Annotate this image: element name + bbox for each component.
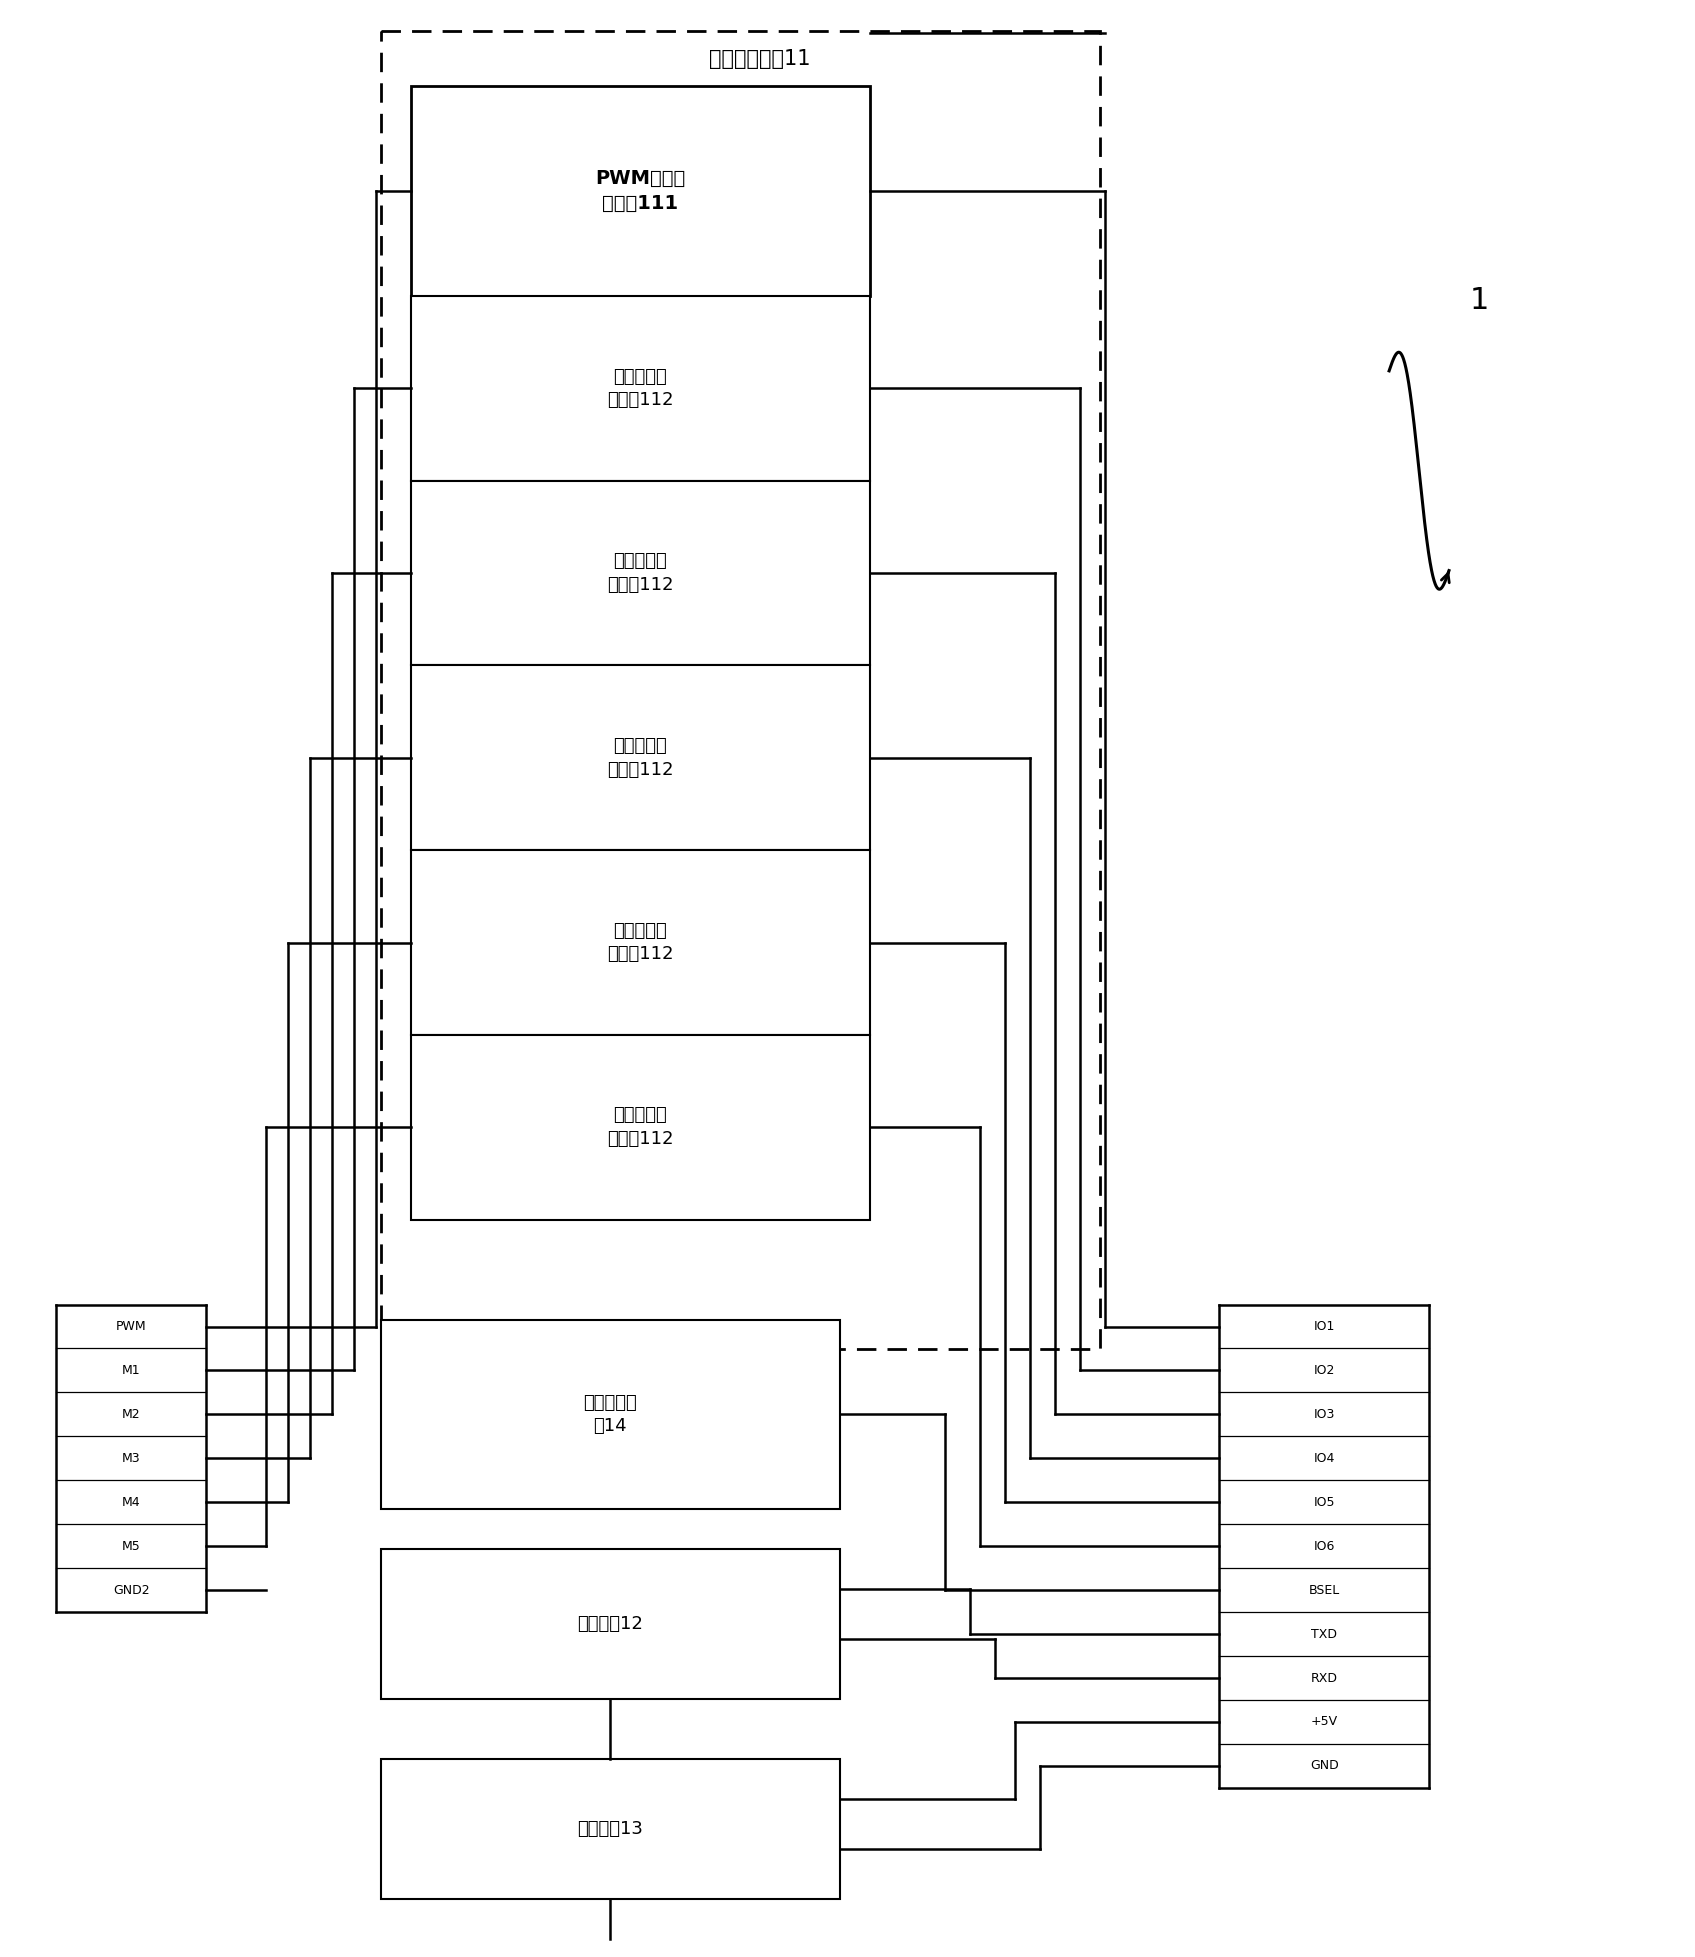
Text: M4: M4	[122, 1495, 141, 1509]
Text: 蓝牙模块12: 蓝牙模块12	[578, 1615, 644, 1632]
Text: M1: M1	[122, 1364, 141, 1378]
Text: IO3: IO3	[1314, 1407, 1336, 1421]
Bar	[410, 665, 870, 849]
Bar	[381, 31, 1100, 1350]
Bar	[381, 1550, 841, 1699]
Text: M5: M5	[122, 1540, 141, 1552]
Text: IO4: IO4	[1314, 1452, 1336, 1466]
Text: IO5: IO5	[1314, 1495, 1336, 1509]
Bar	[410, 296, 870, 481]
Text: M3: M3	[122, 1452, 141, 1466]
Bar	[410, 849, 870, 1035]
Bar	[410, 86, 870, 296]
Text: GND2: GND2	[114, 1583, 149, 1597]
Text: 档位信号转
换电路112: 档位信号转 换电路112	[607, 738, 673, 779]
Text: 档位信号转
换电路112: 档位信号转 换电路112	[607, 552, 673, 593]
Text: +5V: +5V	[1310, 1716, 1337, 1728]
Text: GND: GND	[1310, 1759, 1339, 1773]
Text: PWM: PWM	[115, 1321, 146, 1333]
Text: 档位信号转
换电路112: 档位信号转 换电路112	[607, 922, 673, 963]
Text: IO2: IO2	[1314, 1364, 1336, 1378]
Text: TXD: TXD	[1312, 1628, 1337, 1640]
Text: 档位信号转
换电路112: 档位信号转 换电路112	[607, 368, 673, 409]
Text: 身份识别电
路14: 身份识别电 路14	[583, 1393, 637, 1434]
Bar	[410, 1035, 870, 1219]
Text: IO1: IO1	[1314, 1321, 1336, 1333]
Text: RXD: RXD	[1310, 1671, 1337, 1685]
Bar	[381, 1759, 841, 1898]
Text: 档位信号转
换电路112: 档位信号转 换电路112	[607, 1106, 673, 1149]
Text: BSEL: BSEL	[1309, 1583, 1339, 1597]
Text: 1: 1	[1470, 286, 1488, 315]
Bar	[381, 1319, 841, 1509]
Text: IO6: IO6	[1314, 1540, 1336, 1552]
Text: 信号转换电路11: 信号转换电路11	[710, 49, 810, 68]
Text: 电源单元13: 电源单元13	[578, 1820, 644, 1838]
Text: M2: M2	[122, 1407, 141, 1421]
Text: PWM信号转
换电路111: PWM信号转 换电路111	[595, 168, 685, 213]
Bar	[410, 481, 870, 665]
